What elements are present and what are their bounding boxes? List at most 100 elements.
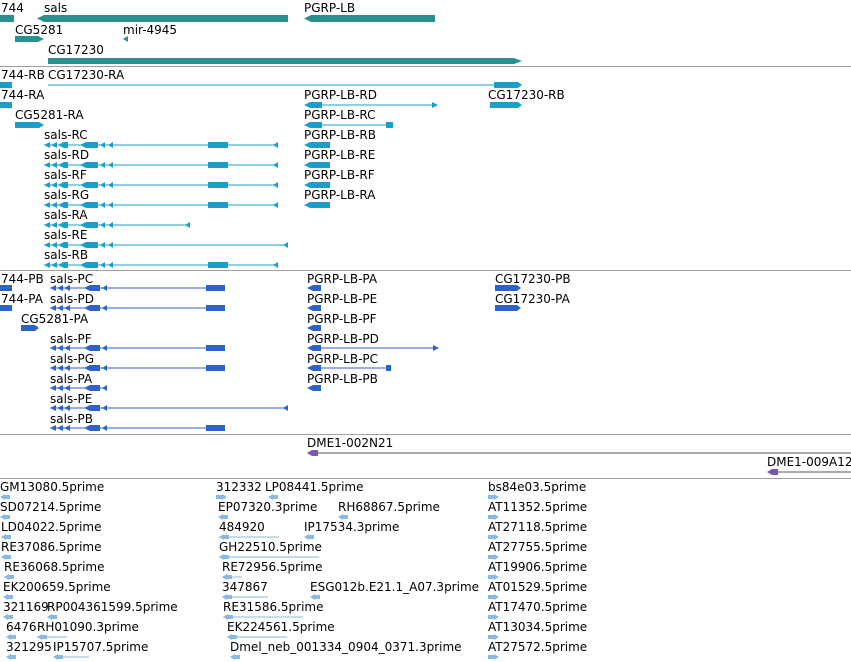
cds-sals-pg-glyph[interactable] (50, 365, 225, 371)
est-label[interactable]: ESG012b.E21.1_A07.3prime (310, 580, 480, 594)
est-label[interactable]: AT27118.5prime (488, 520, 588, 534)
gene-label[interactable]: 744 (1, 1, 24, 15)
est-glyph[interactable] (6, 634, 16, 640)
est-label[interactable]: AT17470.5prime (488, 600, 588, 614)
est-glyph[interactable] (488, 554, 499, 560)
transcript-label[interactable]: PGRP-LB-RA (304, 188, 376, 202)
gene-label[interactable]: sals (44, 1, 68, 15)
cds-label[interactable]: PGRP-LB-PE (307, 292, 378, 306)
est-glyph[interactable] (3, 594, 13, 600)
transcript-cg17230-rb-glyph[interactable] (490, 102, 522, 108)
cds-744-pb-glyph[interactable] (0, 285, 12, 291)
cds-label[interactable]: 744-PB (1, 272, 44, 286)
cds-label[interactable]: sals-PA (50, 372, 93, 386)
gene-pgrp-lb-glyph[interactable] (304, 15, 435, 22)
est-glyph[interactable] (4, 574, 14, 580)
cds-label[interactable]: CG17230-PB (495, 272, 571, 286)
cds-pgrp-lb-pa-glyph[interactable] (307, 285, 321, 291)
cds-sals-pd-glyph[interactable] (50, 305, 225, 311)
cds-pgrp-lb-pd-glyph[interactable] (307, 345, 439, 351)
transcript-pgrp-lb-ra-glyph[interactable] (304, 202, 330, 208)
est-glyph[interactable] (219, 534, 279, 540)
est-glyph[interactable] (488, 634, 499, 640)
est-glyph[interactable] (268, 494, 278, 500)
est-glyph[interactable] (488, 514, 499, 520)
est-label[interactable]: RP004361599.5prime (47, 600, 178, 614)
est-label[interactable]: RE36068.5prime (4, 560, 105, 574)
transcript-label[interactable]: PGRP-LB-RB (304, 128, 376, 142)
cds-sals-pa-glyph[interactable] (50, 385, 107, 391)
transcript-pgrp-lb-rd-glyph[interactable] (304, 102, 438, 108)
transcript-label[interactable]: PGRP-LB-RD (304, 88, 378, 102)
est-label[interactable]: RE72956.5prime (222, 560, 323, 574)
transcript-label[interactable]: sals-RE (44, 228, 88, 242)
clone-dme1-002n21-glyph[interactable] (307, 450, 851, 456)
est-glyph[interactable] (0, 514, 10, 520)
est-label[interactable]: 312332 (216, 480, 262, 494)
cds-pgrp-lb-pc-glyph[interactable] (307, 365, 391, 371)
est-glyph[interactable] (219, 554, 319, 560)
est-label[interactable]: SD07214.5prime (0, 500, 102, 514)
est-glyph[interactable] (37, 634, 67, 640)
cds-label[interactable]: CG17230-PA (495, 292, 570, 306)
cds-pgrp-lb-pb-glyph[interactable] (307, 385, 321, 391)
cds-label[interactable]: PGRP-LB-PA (307, 272, 378, 286)
est-label[interactable]: LP08441.5prime (265, 480, 364, 494)
transcript-sals-rg-glyph[interactable] (44, 202, 278, 208)
est-label[interactable]: AT01529.5prime (488, 580, 588, 594)
est-glyph[interactable] (222, 594, 268, 600)
transcript-label[interactable]: PGRP-LB-RF (304, 168, 375, 182)
transcript-sals-rb-glyph[interactable] (44, 262, 278, 268)
cds-label[interactable]: PGRP-LB-PD (307, 332, 379, 346)
transcript-sals-rf-glyph[interactable] (44, 182, 278, 188)
est-label[interactable]: GH22510.5prime (219, 540, 322, 554)
transcript-label[interactable]: 744-RA (1, 88, 45, 102)
cds-744-pa-glyph[interactable] (0, 305, 12, 311)
est-label[interactable]: AT13034.5prime (488, 620, 588, 634)
est-glyph[interactable] (223, 614, 303, 620)
transcript-sals-ra-glyph[interactable] (44, 222, 190, 228)
cds-label[interactable]: CG5281-PA (21, 312, 89, 326)
est-glyph[interactable] (1, 534, 11, 540)
cds-label[interactable]: PGRP-LB-PF (307, 312, 377, 326)
transcript-label[interactable]: PGRP-LB-RE (304, 148, 376, 162)
cds-label[interactable]: PGRP-LB-PB (307, 372, 378, 386)
cds-label[interactable]: 744-PA (1, 292, 43, 306)
gene-label[interactable]: CG5281 (15, 23, 64, 37)
est-glyph[interactable] (227, 634, 287, 640)
transcript-label[interactable]: sals-RB (44, 248, 89, 262)
transcript-label[interactable]: sals-RD (44, 148, 90, 162)
gene-label[interactable]: PGRP-LB (304, 1, 356, 15)
est-label[interactable]: 484920 (219, 520, 265, 534)
clone-dme1-009a12-glyph[interactable] (767, 469, 851, 475)
cds-label[interactable]: sals-PD (50, 292, 94, 306)
cds-pgrp-lb-pe-glyph[interactable] (307, 305, 321, 311)
cds-label[interactable]: sals-PG (50, 352, 95, 366)
transcript-sals-re-glyph[interactable] (44, 242, 288, 248)
transcript-pgrp-lb-rf-glyph[interactable] (304, 182, 330, 188)
cds-label[interactable]: sals-PC (50, 272, 94, 286)
est-label[interactable]: IP17534.3prime (304, 520, 400, 534)
est-glyph[interactable] (230, 654, 240, 660)
transcript-744-rb-glyph[interactable] (0, 82, 12, 88)
est-glyph[interactable] (488, 574, 499, 580)
transcript-label[interactable]: sals-RA (44, 208, 88, 222)
est-glyph[interactable] (304, 534, 314, 540)
est-glyph[interactable] (338, 514, 348, 520)
gene-label[interactable]: CG17230 (48, 43, 104, 57)
cds-pgrp-lb-pf-glyph[interactable] (307, 325, 321, 331)
gene-cg17230-glyph[interactable] (48, 58, 522, 64)
cds-cg17230-pb-glyph[interactable] (495, 285, 521, 291)
cds-label[interactable]: sals-PF (50, 332, 92, 346)
est-glyph[interactable] (3, 614, 13, 620)
est-glyph[interactable] (488, 654, 499, 660)
gene-label[interactable]: mir-4945 (123, 23, 178, 37)
est-glyph[interactable] (310, 594, 320, 600)
est-glyph[interactable] (488, 594, 499, 600)
clone-label[interactable]: DME1-002N21 (307, 436, 394, 450)
est-label[interactable]: RH68867.5prime (338, 500, 440, 514)
cds-cg17230-pa-glyph[interactable] (495, 305, 521, 311)
est-label[interactable]: 347867 (222, 580, 268, 594)
transcript-pgrp-lb-rb-glyph[interactable] (304, 142, 330, 148)
est-label[interactable]: AT27755.5prime (488, 540, 588, 554)
